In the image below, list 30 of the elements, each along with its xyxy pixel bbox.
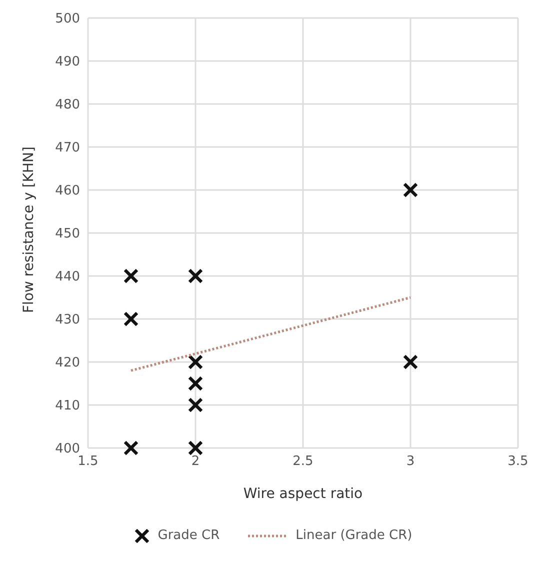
x-tick-label: 3.5 xyxy=(508,454,528,470)
y-tick-label: 410 xyxy=(55,398,80,414)
point xyxy=(188,440,204,456)
y-tick-label: 470 xyxy=(55,140,80,156)
point xyxy=(188,376,204,392)
y-tick-label: 460 xyxy=(55,184,80,199)
x-tick-label: 2 xyxy=(191,454,200,470)
point xyxy=(402,182,418,198)
y-axis-title: Flow resistance y [KHN] xyxy=(20,146,37,313)
point xyxy=(188,268,204,284)
y-tick-label: 500 xyxy=(55,12,80,27)
y-tick-label: 440 xyxy=(55,270,80,285)
x-tick-label: 1.5 xyxy=(78,454,98,470)
x-tick-label: 2.5 xyxy=(292,454,314,470)
point xyxy=(123,311,139,327)
y-tick-label: 450 xyxy=(55,226,80,242)
legend-label: Grade CR xyxy=(158,528,220,543)
point xyxy=(188,397,204,413)
y-tick-label: 480 xyxy=(55,98,80,113)
point xyxy=(123,440,139,456)
y-tick-label: 400 xyxy=(55,442,80,457)
point xyxy=(188,354,204,370)
point xyxy=(123,268,139,284)
y-tick-label: 490 xyxy=(55,54,80,70)
y-tick-label: 430 xyxy=(55,312,80,328)
x-tick-label: 3 xyxy=(406,454,415,470)
x-axis-title: Wire aspect ratio xyxy=(243,486,363,502)
point xyxy=(402,354,418,370)
y-tick-label: 420 xyxy=(55,356,80,371)
legend-label: Linear (Grade CR) xyxy=(296,528,412,543)
